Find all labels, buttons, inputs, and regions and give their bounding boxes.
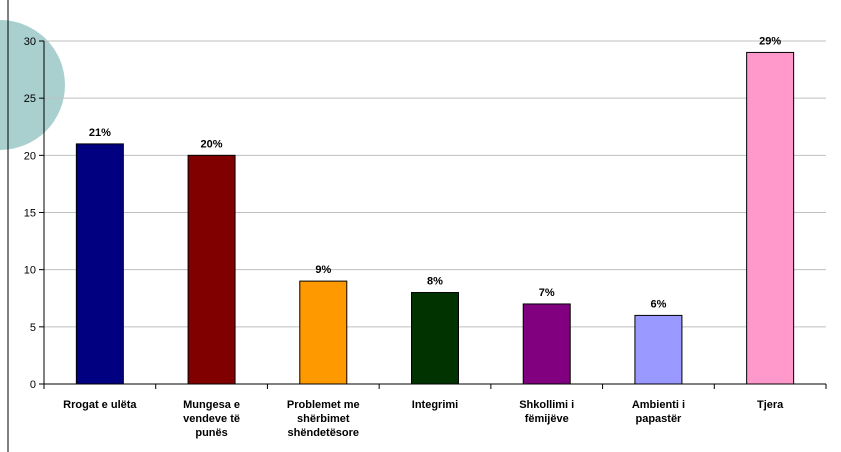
y-tick-label: 25 — [24, 93, 36, 105]
y-tick-label: 20 — [24, 150, 36, 162]
y-tick-label: 10 — [24, 265, 36, 277]
bar — [634, 314, 683, 385]
data-label: 9% — [315, 264, 331, 276]
bar — [411, 292, 459, 385]
labels: 0 5 10 15 20 25 30 21% Rrogat e ulëta 20% Mungesa … — [24, 35, 784, 439]
y-tick-label: 0 — [30, 379, 36, 391]
data-label: 29% — [759, 35, 781, 47]
data-label: 21% — [89, 127, 111, 139]
bar — [299, 280, 348, 385]
category-label: Mungesa e vendeve të punës — [183, 399, 240, 439]
category-label: Ambienti i papastër — [632, 399, 685, 425]
y-tick-label: 30 — [24, 36, 36, 48]
category-label: Shkollimi i fëmijëve — [519, 399, 574, 425]
bar — [187, 154, 236, 385]
bar — [746, 51, 795, 385]
category-label: Tjera — [757, 399, 784, 411]
category-label: Integrimi — [412, 399, 458, 411]
data-label: 7% — [539, 287, 555, 299]
decorative-circle-edge — [0, 20, 65, 150]
data-label: 8% — [427, 276, 443, 288]
y-tick-label: 5 — [30, 322, 36, 334]
bars — [75, 51, 795, 385]
bar — [75, 143, 124, 385]
category-label: Problemet me shërbimet shëndetësore — [287, 399, 360, 439]
data-label: 6% — [650, 298, 666, 310]
bar — [522, 303, 571, 385]
category-label: Rrogat e ulëta — [63, 399, 137, 411]
y-tick-label: 15 — [24, 208, 36, 220]
data-label: 20% — [201, 138, 223, 150]
